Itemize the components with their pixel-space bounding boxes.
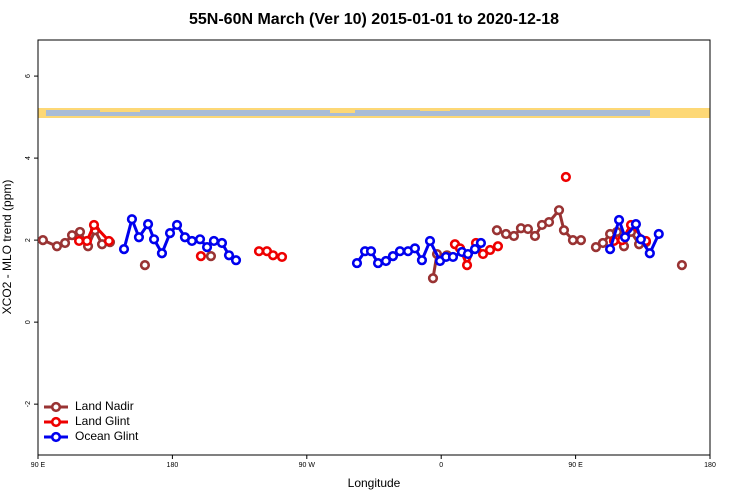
series-point xyxy=(103,235,115,247)
series-point xyxy=(205,251,217,262)
series-point xyxy=(59,237,71,249)
series-point xyxy=(142,219,154,230)
series-point xyxy=(491,225,503,236)
series-point xyxy=(195,251,207,262)
series-point xyxy=(148,234,160,245)
series-point xyxy=(118,244,130,255)
series-point xyxy=(126,214,138,225)
series-point xyxy=(133,232,145,243)
series-point xyxy=(194,234,206,245)
series-point xyxy=(529,230,541,242)
series-point xyxy=(230,255,242,266)
series-point xyxy=(492,241,504,252)
series-point xyxy=(567,235,579,246)
series-point xyxy=(575,235,587,246)
series-point xyxy=(171,219,183,231)
x-axis-label: Longitude xyxy=(348,476,401,490)
series-point xyxy=(156,248,168,259)
series-point xyxy=(553,205,565,216)
series-point xyxy=(590,241,602,253)
x-tick-label: 180 xyxy=(167,462,179,469)
series-point xyxy=(387,251,399,262)
legend-label: Land Nadir xyxy=(75,399,134,413)
legend-label: Ocean Glint xyxy=(75,429,139,443)
series-point xyxy=(380,255,392,267)
series-point xyxy=(201,241,213,253)
x-tick-label: 0 xyxy=(439,462,443,469)
series-point xyxy=(37,235,49,246)
series-point xyxy=(372,257,384,269)
series-point xyxy=(447,251,459,263)
x-tick-label: 90 E xyxy=(31,462,46,469)
y-tick-label: 2 xyxy=(25,238,32,242)
legend-marker xyxy=(50,431,62,443)
series-point xyxy=(477,248,489,260)
series-point xyxy=(462,248,474,260)
series-point xyxy=(522,223,534,235)
y-tick-label: 0 xyxy=(25,320,32,324)
series-point xyxy=(500,228,512,240)
land-ocean-strip xyxy=(38,108,710,118)
series-point xyxy=(630,219,642,230)
x-tick-label: 90 W xyxy=(299,462,316,469)
series-point xyxy=(365,246,377,257)
series-point xyxy=(81,235,93,247)
plot-frame xyxy=(37,39,711,456)
series-point xyxy=(644,248,655,259)
series-point xyxy=(88,219,100,231)
series-point xyxy=(267,250,279,261)
series-point xyxy=(186,235,198,247)
series-point xyxy=(253,246,265,257)
series-point xyxy=(424,235,436,247)
y-axis-label: XCO2 - MLO trend (ppm) xyxy=(0,180,14,315)
series-point xyxy=(216,237,228,249)
legend-label: Land Glint xyxy=(75,414,130,428)
series-point xyxy=(597,237,609,249)
x-tick-label: 180 xyxy=(704,462,716,469)
series-point xyxy=(416,255,428,266)
series-point xyxy=(469,244,481,255)
series-point xyxy=(208,235,220,247)
series-point xyxy=(66,230,78,241)
series-point xyxy=(604,244,616,255)
series-point xyxy=(74,226,86,238)
series-point xyxy=(394,246,406,257)
y-tick-label: 4 xyxy=(25,156,32,160)
series-point xyxy=(484,244,496,256)
legend-marker xyxy=(50,416,62,428)
series-point xyxy=(558,225,570,236)
series-point xyxy=(427,273,439,284)
series-point xyxy=(73,235,85,247)
series-point xyxy=(223,250,235,261)
legend-marker xyxy=(50,401,62,413)
series-point xyxy=(613,214,625,226)
chart-title: 55N-60N March (Ver 10) 2015-01-01 to 202… xyxy=(189,11,559,28)
series-point xyxy=(676,260,688,271)
series-point xyxy=(635,234,646,245)
series-point xyxy=(164,228,176,239)
series-point xyxy=(475,237,487,249)
series-point xyxy=(653,228,664,240)
series-point xyxy=(409,243,421,254)
series-point xyxy=(276,251,288,263)
y-tick-label: 6 xyxy=(25,74,32,78)
series-point xyxy=(560,171,571,183)
series-point xyxy=(51,241,63,252)
series-point xyxy=(543,216,555,228)
series-point xyxy=(139,260,151,271)
series-point xyxy=(508,230,520,242)
series-point xyxy=(461,260,473,271)
x-tick-label: 90 E xyxy=(568,462,583,469)
series-point xyxy=(351,257,363,269)
y-tick-label: -2 xyxy=(25,401,32,407)
series-point xyxy=(619,232,631,243)
